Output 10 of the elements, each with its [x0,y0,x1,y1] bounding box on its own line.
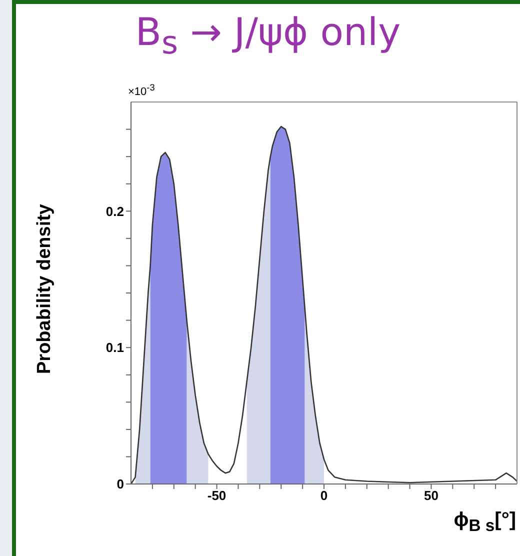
y-tick-label: 0.2 [106,204,124,219]
y-tick-label: 0 [116,476,124,492]
y-axis-title: Probability density [34,204,55,374]
chart-title: B$_{s}$ → J/ψϕ only [135,10,401,62]
y-tick-label: 0.1 [106,340,124,356]
x-tick-label: 0 [320,488,328,504]
x-tick-label: 50 [424,488,438,504]
x-tick-label: -50 [207,488,226,504]
text: ×10$^{-3}$ [128,82,155,98]
x-axis-title: ϕ$_{B s}$[°] [454,509,516,535]
